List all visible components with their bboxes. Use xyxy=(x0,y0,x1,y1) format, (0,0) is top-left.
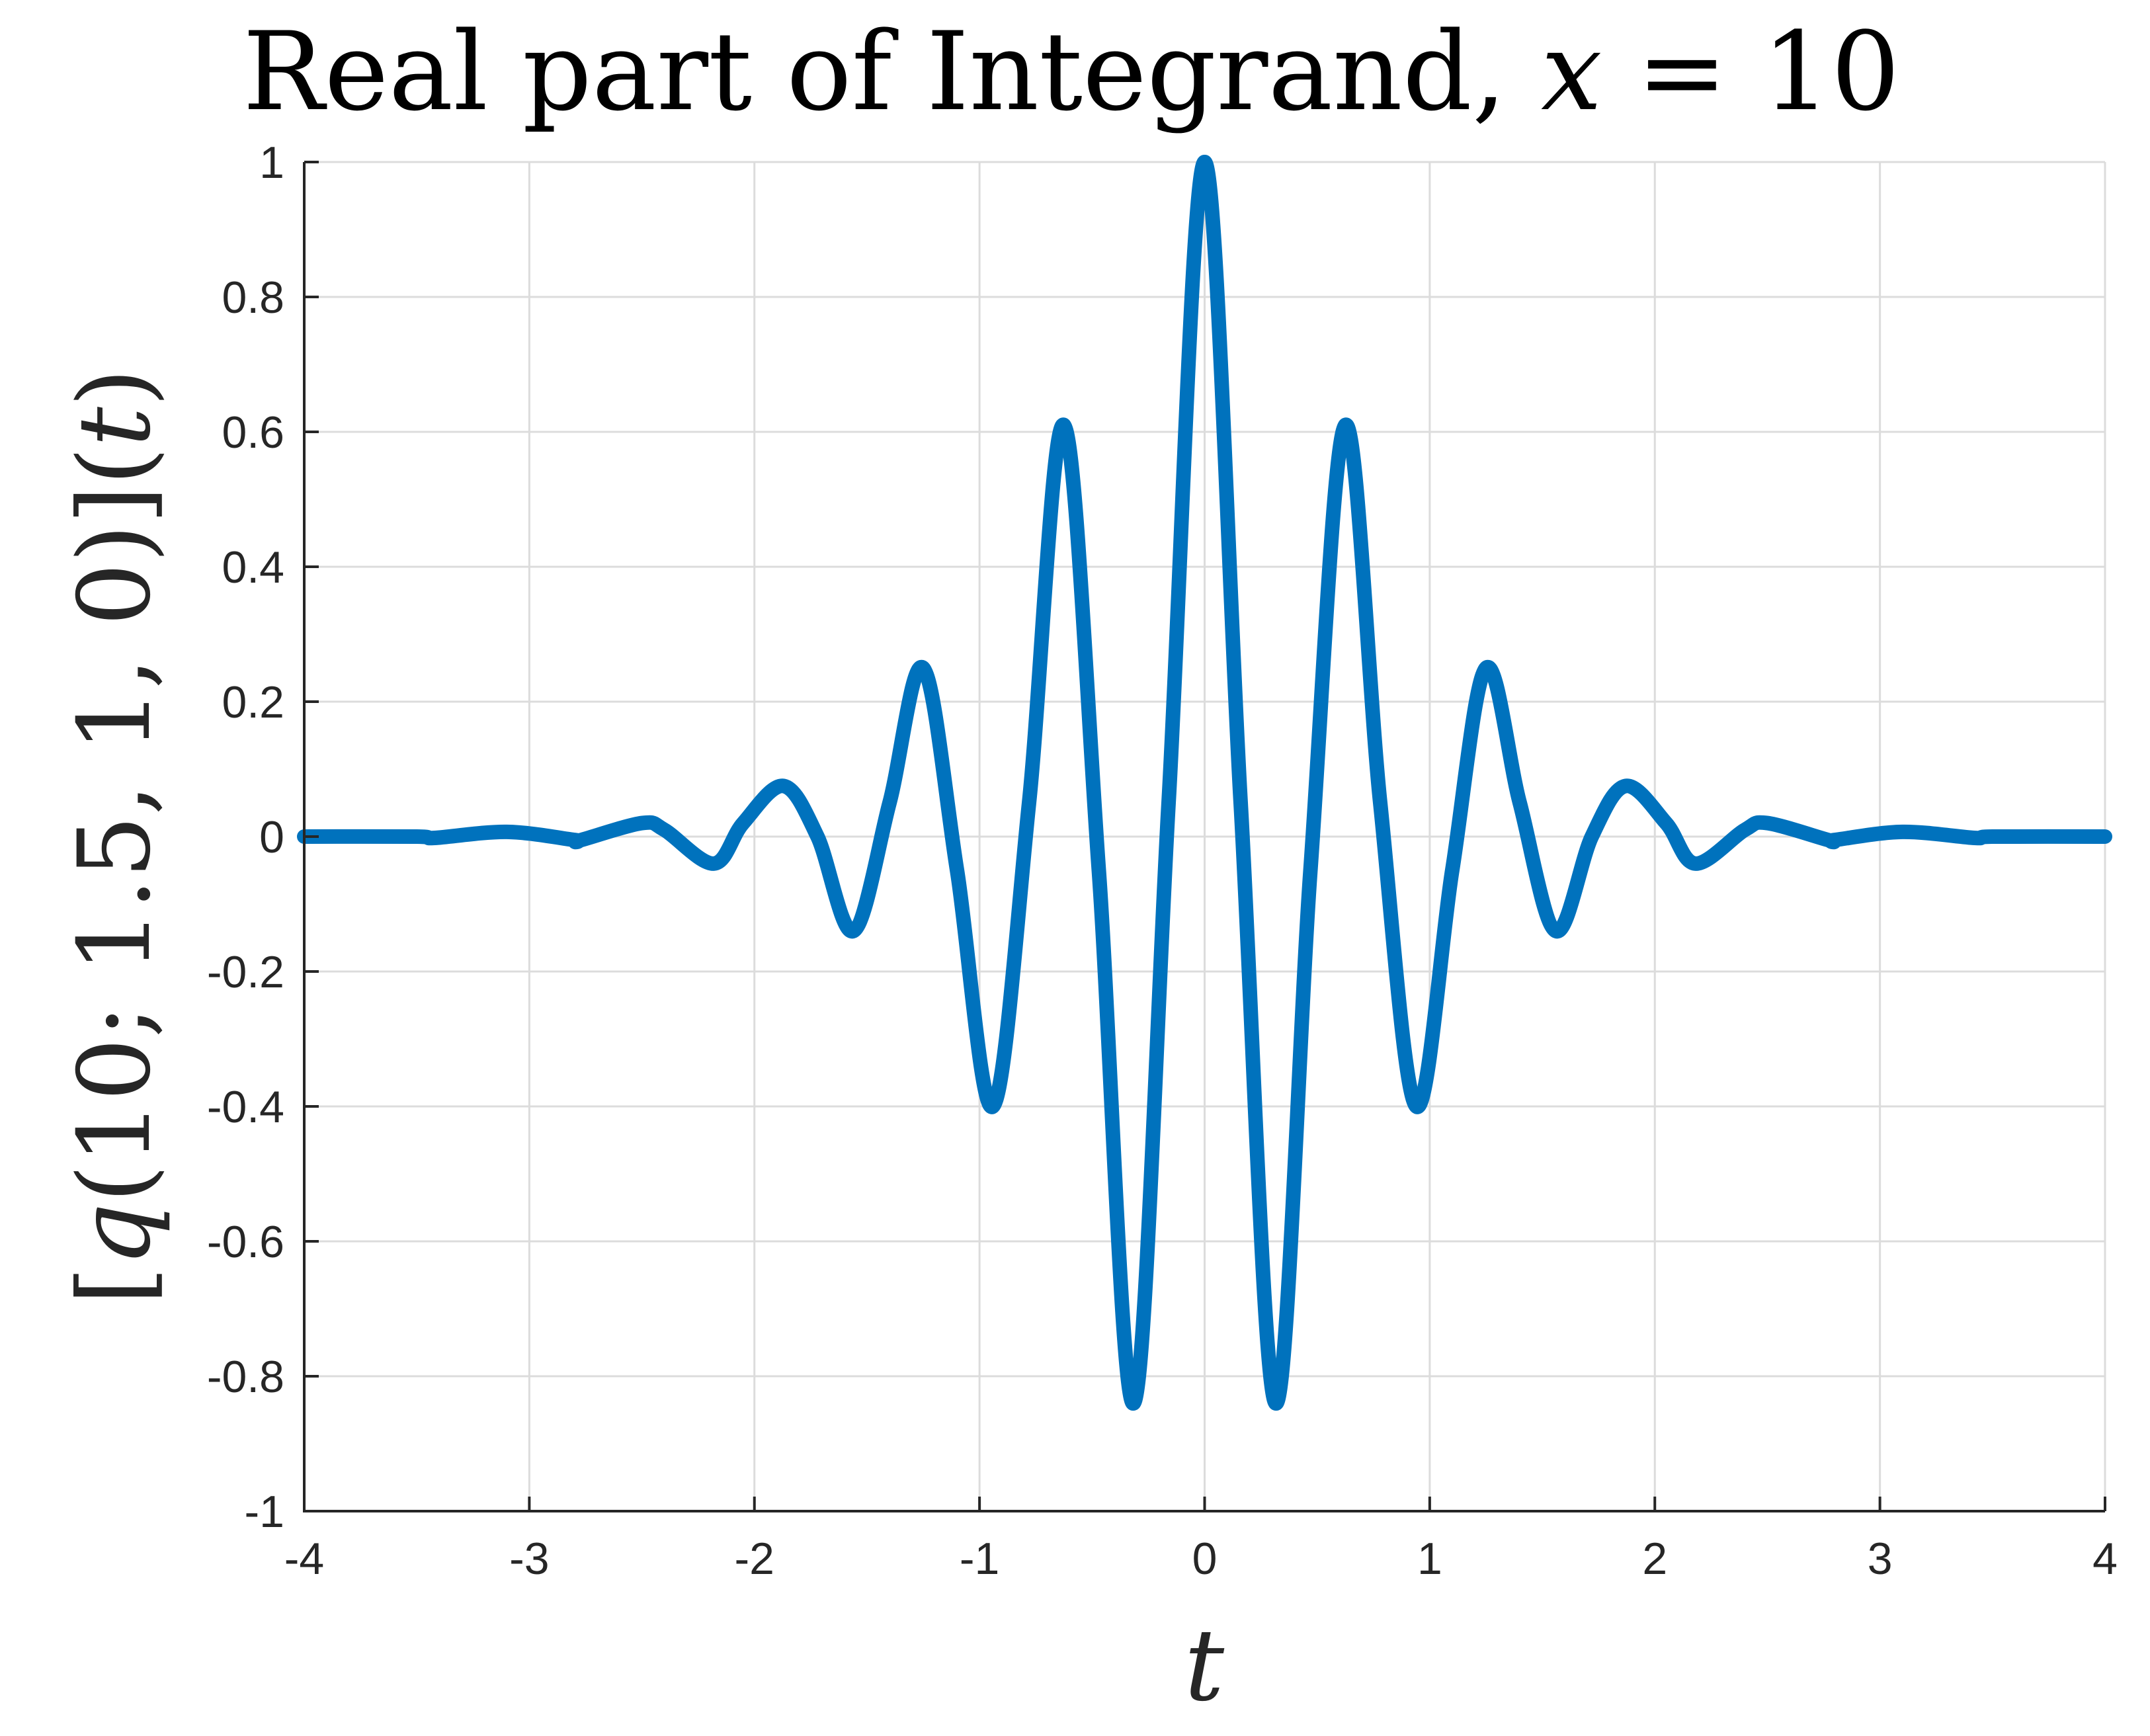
y-tick-label: 0.6 xyxy=(222,407,284,458)
ticks: -4 -3 -2 -1 0 1 2 3 4 -1 -0.8 -0.6 -0.4 -0.2 0 0.2 0.4 0.… xyxy=(207,138,2118,1584)
y-tick-label: -0.6 xyxy=(207,1217,284,1267)
y-tick-label: 0 xyxy=(259,812,284,862)
y-axis-label: [q(10; 1.5, 1, 0)](t) xyxy=(58,368,173,1305)
series-layer xyxy=(297,155,2112,1411)
x-tick-label: 2 xyxy=(1642,1534,1667,1584)
y-tick-label: 0.8 xyxy=(222,272,284,323)
x-tick-label: -3 xyxy=(509,1534,549,1584)
x-tick-label: 1 xyxy=(1417,1534,1442,1584)
y-tick-label: -0.2 xyxy=(207,947,284,997)
x-tick-label: -1 xyxy=(960,1534,999,1584)
y-tick-label: -0.4 xyxy=(207,1082,284,1132)
y-tick-label: 0.4 xyxy=(222,542,284,593)
grid xyxy=(303,161,2106,1512)
y-tick-label: 1 xyxy=(259,138,284,188)
x-tick-label: 3 xyxy=(1868,1534,1893,1584)
x-tick-label: -2 xyxy=(735,1534,774,1584)
x-axis-label: t xyxy=(1184,1608,1225,1723)
y-tick-label: 0.2 xyxy=(222,677,284,727)
x-tick-label: 4 xyxy=(2092,1534,2118,1584)
x-tick-label: 0 xyxy=(1192,1534,1218,1584)
x-tick-label: -4 xyxy=(284,1534,324,1584)
y-tick-label: -0.8 xyxy=(207,1352,284,1402)
chart-title: Real part of Integrand, x = 10 xyxy=(243,9,1900,135)
series-line xyxy=(297,155,2112,1411)
y-tick-label: -1 xyxy=(245,1487,284,1537)
